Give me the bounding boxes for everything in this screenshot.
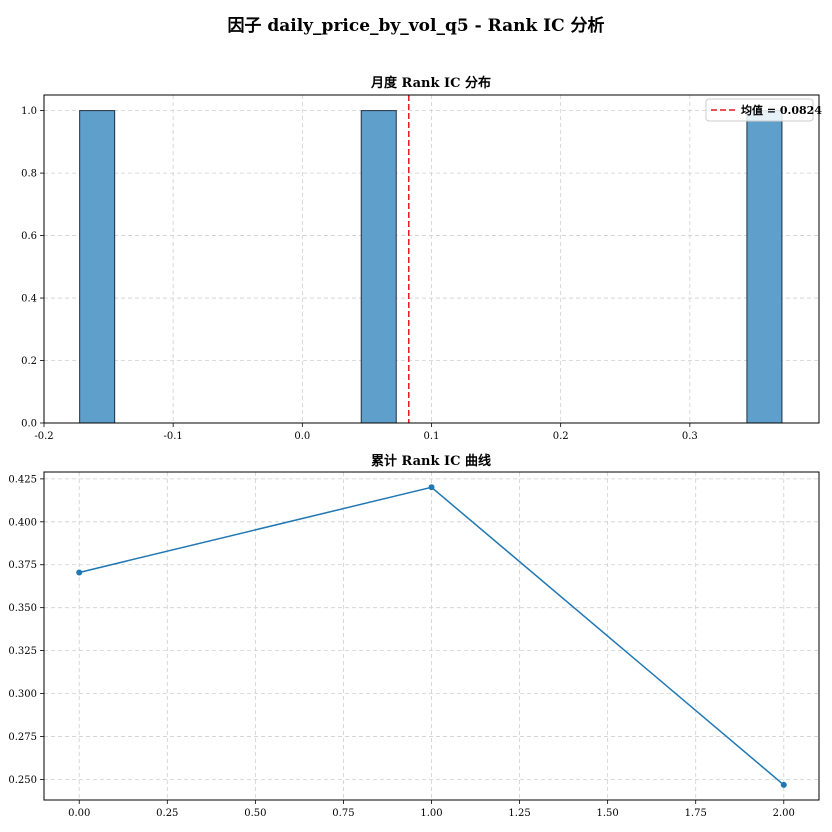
y-tick-label: 0.375: [8, 560, 37, 571]
x-tick-label: 0.50: [244, 808, 266, 819]
cumulative-y-ticks: 0.250 0.275 0.300 0.325 0.350 0.375 0.400 0.425: [8, 474, 44, 786]
x-tick-label: 0.2: [553, 431, 569, 442]
legend: 均值 = 0.0824: [705, 98, 822, 122]
cumulative-grid: [44, 472, 819, 800]
y-tick-label: 0.2: [21, 356, 37, 367]
histogram-bar: [746, 110, 783, 424]
x-tick-label: 0.25: [156, 808, 178, 819]
y-tick-label: 0.325: [8, 646, 37, 657]
x-tick-label: 1.00: [420, 808, 442, 819]
x-tick-label: 0.0: [294, 431, 310, 442]
histogram-bars: [79, 110, 783, 424]
y-tick-label: 0.350: [8, 603, 37, 614]
x-tick-label: -0.1: [164, 431, 183, 442]
legend-label: 均值 = 0.0824: [741, 103, 822, 117]
x-tick-label: 0.3: [682, 431, 698, 442]
x-tick-label: 1.75: [685, 808, 707, 819]
cumulative-title: 累计 Rank IC 曲线: [371, 453, 491, 469]
data-point: [428, 484, 435, 491]
x-tick-label: 0.00: [68, 808, 90, 819]
x-tick-label: 2.00: [773, 808, 795, 819]
x-tick-label: 0.1: [424, 431, 440, 442]
histogram-x-ticks: -0.2 -0.1 0.0 0.1 0.2 0.3: [34, 423, 698, 442]
y-tick-label: 1.0: [21, 106, 37, 117]
figure-title: 因子 daily_price_by_vol_q5 - Rank IC 分析: [227, 15, 604, 36]
histogram-y-ticks: 0.0 0.2 0.4 0.6 0.8 1.0: [21, 106, 44, 430]
x-tick-label: 1.50: [597, 808, 619, 819]
histogram-panel: 月度 Rank IC 分布 -0.2 -0.1 0.0 0.1 0.2 0.3 0.00.…: [21, 75, 822, 442]
y-tick-label: 0.250: [8, 775, 37, 786]
cumulative-panel: 累计 Rank IC 曲线 0.00 0.25 0.50 0.75 1.00 1.25 1.…: [8, 453, 820, 819]
y-tick-label: 0.300: [8, 689, 37, 700]
x-tick-label: -0.2: [34, 431, 53, 442]
histogram-bar: [79, 110, 116, 424]
legend-box: [705, 98, 814, 122]
data-point: [76, 569, 83, 576]
y-tick-label: 0.6: [21, 231, 37, 242]
histogram-title: 月度 Rank IC 分布: [370, 75, 491, 91]
cumulative-x-ticks: 0.00 0.25 0.50 0.75 1.00 1.25 1.50 1.75 2.00: [68, 800, 795, 819]
cumulative-points: [76, 484, 787, 788]
y-tick-label: 0.400: [8, 517, 37, 528]
y-tick-label: 0.425: [8, 474, 37, 485]
y-tick-label: 0.0: [21, 419, 37, 430]
y-tick-label: 0.275: [8, 732, 37, 743]
histogram-bar: [360, 110, 397, 424]
x-tick-label: 0.75: [332, 808, 354, 819]
data-point: [780, 781, 787, 788]
x-tick-label: 1.25: [508, 808, 530, 819]
y-tick-label: 0.8: [21, 169, 37, 180]
y-tick-label: 0.4: [21, 294, 37, 305]
